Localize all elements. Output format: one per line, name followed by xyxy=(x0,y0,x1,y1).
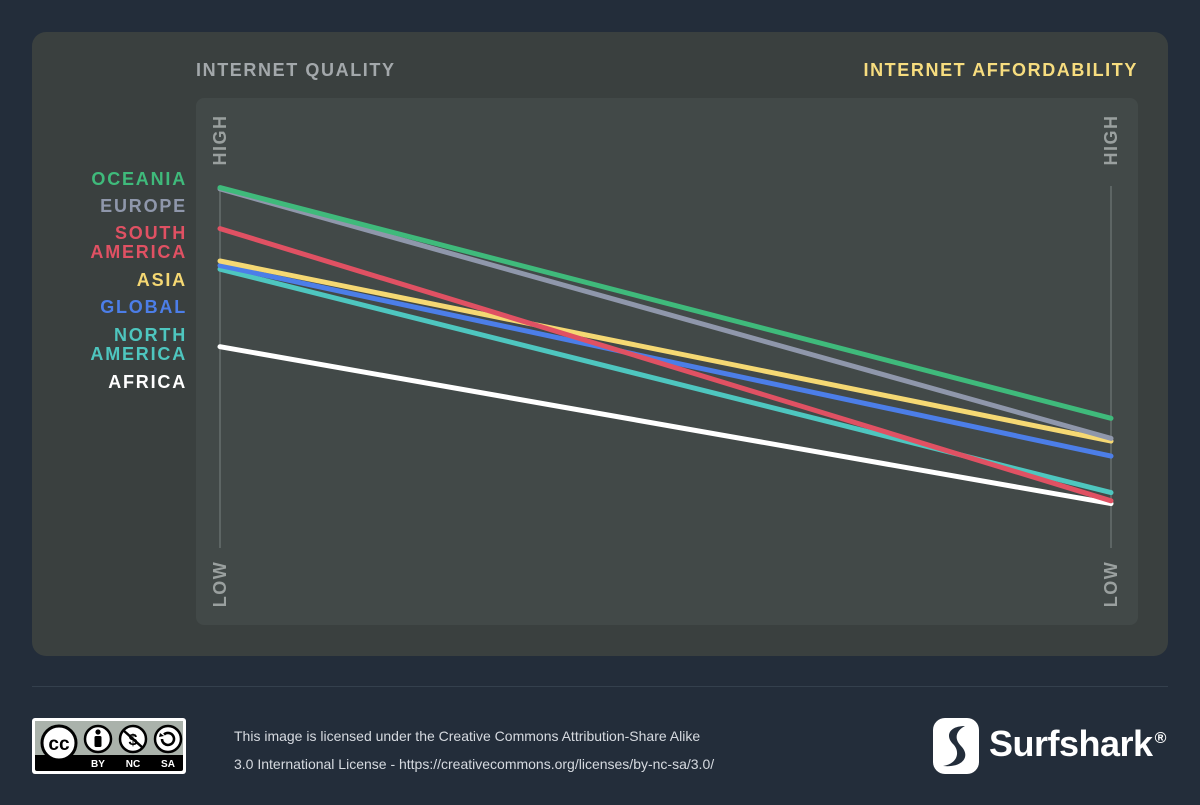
series-line-europe xyxy=(217,186,1114,441)
legend-item-label: AFRICA xyxy=(108,372,187,392)
cc-label-by: BY xyxy=(91,759,105,770)
series-line-global xyxy=(217,263,1114,459)
cc-icon xyxy=(40,724,78,762)
right-low-label: LOW xyxy=(1101,561,1121,608)
footer-divider xyxy=(32,686,1168,687)
left-high-label: HIGH xyxy=(210,115,230,166)
license-text: This image is licensed under the Creativ… xyxy=(234,722,714,778)
series-line-asia xyxy=(217,258,1114,444)
series-line-africa xyxy=(217,344,1114,507)
cc-mark: cc xyxy=(48,734,70,755)
brand-text: Surfshark xyxy=(989,723,1153,764)
legend-item-africa: AFRICA xyxy=(108,373,187,392)
axes: HIGH LOW HIGH LOW xyxy=(210,115,1121,608)
series-line-oceania xyxy=(217,185,1114,421)
legend-item-label: AMERICA xyxy=(90,242,187,262)
license-line-1: This image is licensed under the Creativ… xyxy=(234,728,701,744)
legend-item-label: EUROPE xyxy=(100,196,187,216)
legend-item-label: OCEANIA xyxy=(91,169,187,189)
left-axis-title: INTERNET QUALITY xyxy=(196,60,396,80)
series-lines xyxy=(217,185,1114,507)
legend-item-europe: EUROPE xyxy=(100,197,187,216)
legend-item-south-america: SOUTH AMERICA xyxy=(90,224,187,262)
license-line-2: 3.0 International License - https://crea… xyxy=(234,756,715,772)
cc-license-badge: cc $ BY NC SA xyxy=(32,718,186,779)
sa-icon xyxy=(153,724,183,754)
surfshark-logo-icon xyxy=(933,718,979,779)
legend-item-label: ASIA xyxy=(136,270,187,290)
cc-label-nc: NC xyxy=(126,759,140,770)
legend-item-north-america: NORTH AMERICA xyxy=(90,326,187,364)
brand-registered-mark: ® xyxy=(1154,730,1167,747)
legend-item-label: GLOBAL xyxy=(100,297,187,317)
legend-item-oceania: OCEANIA xyxy=(91,170,187,189)
legend-item-label: AMERICA xyxy=(90,344,187,364)
cc-label-sa: SA xyxy=(161,759,175,770)
legend-item-label: SOUTH xyxy=(115,223,187,243)
legend-item-asia: ASIA xyxy=(137,271,187,290)
right-axis-title: INTERNET AFFORDABILITY xyxy=(863,60,1138,80)
left-low-label: LOW xyxy=(210,561,230,608)
legend-item-label: NORTH xyxy=(114,325,187,345)
brand-name: Surfshark ® xyxy=(989,723,1166,765)
legend-item-global: GLOBAL xyxy=(100,298,187,317)
right-high-label: HIGH xyxy=(1101,115,1121,166)
series-line-south-america xyxy=(217,226,1114,504)
